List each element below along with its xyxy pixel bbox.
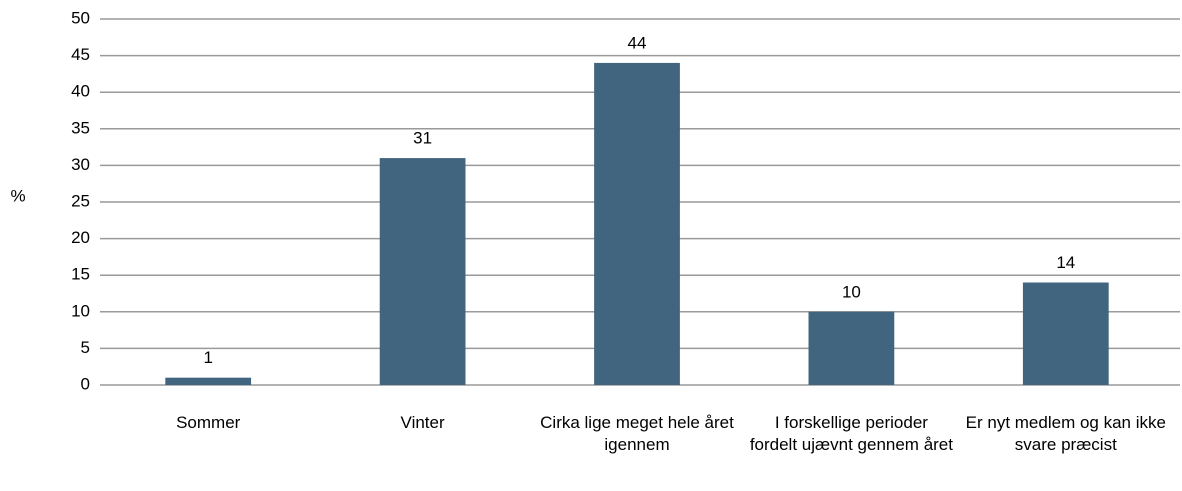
bar	[594, 62, 680, 386]
y-tick-label: 10	[71, 301, 90, 320]
x-tick-label: I forskellige perioder fordelt ujævnt gen…	[750, 413, 953, 454]
bar	[1022, 282, 1109, 385]
data-label: 10	[842, 282, 861, 301]
data-label: 14	[1056, 253, 1075, 272]
y-tick-label: 0	[81, 374, 90, 393]
y-tick-label: 20	[71, 228, 90, 247]
data-label: 44	[628, 33, 647, 52]
y-tick-label: 45	[71, 45, 90, 64]
y-tick-label: 15	[71, 265, 90, 284]
bar	[808, 311, 895, 385]
x-tick-label: Er nyt medlem og kan ikke svare præcist	[966, 413, 1166, 454]
y-tick-label: 25	[71, 191, 90, 210]
y-tick-label: 40	[71, 82, 90, 101]
bar	[165, 377, 252, 385]
y-tick-label: 35	[71, 118, 90, 137]
x-tick-label: Sommer	[176, 413, 241, 432]
bar	[379, 158, 466, 385]
y-tick-label: 30	[71, 155, 90, 174]
y-tick-label: 50	[71, 8, 90, 27]
data-label: 1	[203, 348, 212, 367]
y-tick-label: 5	[81, 338, 90, 357]
y-axis-label: %	[10, 186, 25, 205]
x-tick-label: Cirka lige meget hele året igennem	[540, 413, 734, 454]
data-label: 31	[413, 129, 432, 148]
x-tick-label: Vinter	[401, 413, 445, 432]
